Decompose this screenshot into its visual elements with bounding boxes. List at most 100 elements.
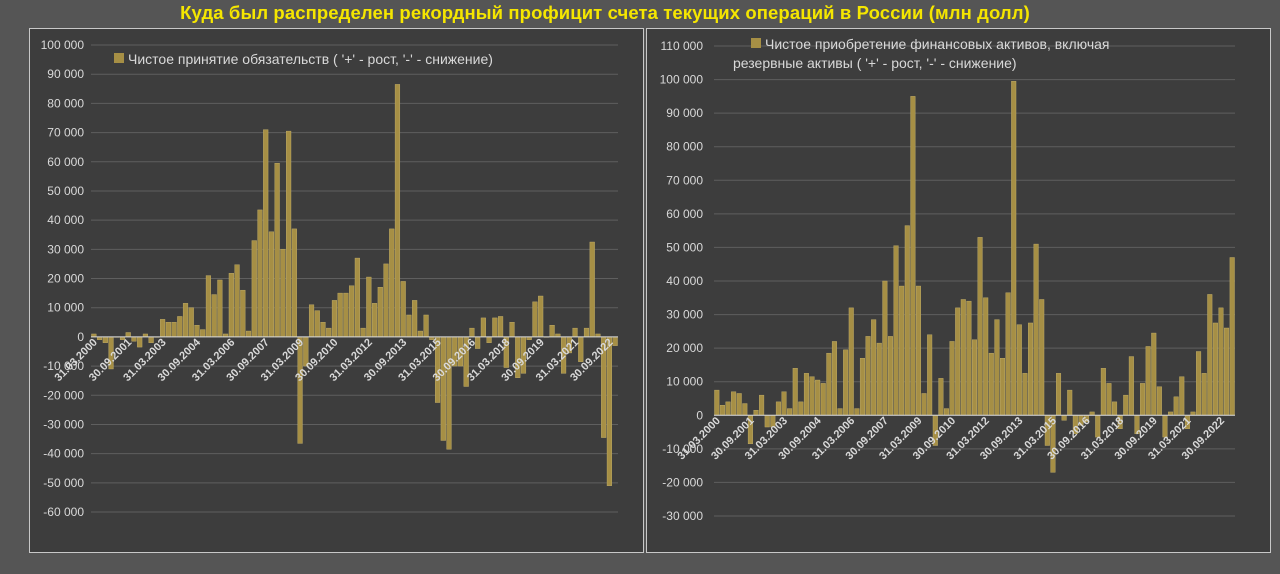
assets-ytick-label: 10 000	[666, 375, 703, 389]
assets-bar	[1028, 322, 1034, 416]
assets-bar	[955, 307, 961, 416]
assets-bar	[1224, 327, 1230, 416]
assets-ytick-label: -20 000	[662, 475, 703, 489]
assets-ytick-label: 90 000	[666, 106, 703, 120]
assets-ytick-label: 0	[696, 408, 703, 422]
liabilities-ytick-label: -30 000	[43, 417, 84, 431]
liabilities-ytick-label: 40 000	[47, 213, 84, 227]
assets-bar	[775, 401, 781, 416]
assets-bar	[1212, 322, 1218, 416]
assets-bar	[803, 373, 809, 416]
liabilities-bar	[337, 292, 343, 338]
liabilities-bar	[286, 130, 292, 338]
chart-panel-assets: -30 000 -20 000 -10 000 0 10 000 20 000 30 000…	[646, 28, 1271, 553]
liabilities-ytick-label: 0	[77, 330, 84, 344]
liabilities-bar	[205, 275, 211, 338]
liabilities-bar	[200, 329, 206, 338]
liabilities-bar	[274, 163, 280, 338]
liabilities-bar	[572, 327, 578, 338]
liabilities-bar	[440, 336, 446, 441]
assets-legend-swatch	[751, 38, 761, 48]
assets-bar	[731, 391, 737, 416]
liabilities-ytick-label: -40 000	[43, 447, 84, 461]
liabilities-bar	[446, 336, 452, 450]
assets-bar	[1190, 411, 1196, 416]
liabilities-bar	[165, 322, 171, 338]
assets-ytick-label: 110 000	[661, 39, 704, 53]
liabilities-bar	[280, 249, 286, 338]
liabilities-bar	[400, 281, 406, 338]
assets-bar	[843, 349, 849, 416]
assets-bar	[1123, 394, 1129, 416]
assets-bar	[736, 393, 742, 416]
assets-bar	[977, 237, 983, 416]
liabilities-ytick-label: 60 000	[47, 155, 84, 169]
assets-bar	[1016, 324, 1022, 416]
liabilities-bar	[349, 285, 355, 338]
assets-bar	[1173, 396, 1179, 416]
liabilities-ytick-label: 100 000	[41, 38, 85, 52]
assets-ytick-label: 80 000	[666, 140, 703, 154]
liabilities-bar	[217, 279, 223, 338]
liabilities-bar	[366, 276, 372, 338]
liabilities-bar	[137, 336, 143, 348]
liabilities-bar	[406, 314, 412, 338]
assets-bar	[949, 341, 955, 416]
assets-bar	[910, 96, 916, 416]
assets-bar	[1022, 373, 1028, 416]
assets-legend-label: резервные активы ( '+' - рост, '-' - сни…	[733, 55, 1017, 71]
liabilities-bar	[263, 129, 269, 338]
assets-ytick-label: 20 000	[666, 341, 703, 355]
liabilities-ytick-label: 10 000	[47, 301, 84, 315]
assets-bar	[966, 300, 972, 416]
assets-bar	[1207, 294, 1213, 416]
liabilities-bar	[354, 257, 360, 338]
liabilities-ytick-label: -10 000	[43, 359, 84, 373]
liabilities-ytick-label: 80 000	[47, 96, 84, 110]
assets-bar	[798, 401, 804, 416]
liabilities-bar	[314, 310, 320, 338]
liabilities-legend-label: Чистое принятие обязательств ( '+' - рос…	[128, 51, 493, 67]
liabilities-bar	[125, 332, 131, 338]
liabilities-bar	[389, 228, 395, 338]
liabilities-bar	[412, 300, 418, 338]
assets-bar	[943, 408, 949, 416]
liabilities-bar	[257, 209, 263, 338]
assets-bar	[1000, 358, 1006, 416]
assets-ytick-label: 70 000	[666, 173, 703, 187]
liabilities-ytick-label: 20 000	[47, 272, 84, 286]
assets-bar	[848, 307, 854, 416]
liabilities-bar	[297, 336, 303, 444]
liabilities-bar	[549, 325, 555, 338]
assets-bar	[787, 408, 793, 416]
assets-bar	[1218, 307, 1224, 416]
assets-bar	[1112, 401, 1118, 416]
assets-bar	[781, 391, 787, 416]
liabilities-bar	[486, 336, 492, 343]
assets-bar	[938, 378, 944, 416]
assets-bar	[1201, 373, 1207, 416]
liabilities-ytick-label: 30 000	[47, 242, 84, 256]
assets-ytick-label: 40 000	[666, 274, 703, 288]
assets-bar	[994, 319, 1000, 416]
assets-ytick-label: -30 000	[662, 509, 703, 523]
liabilities-bar	[320, 322, 326, 338]
liabilities-legend-swatch	[114, 53, 124, 63]
assets-bar	[1011, 81, 1017, 416]
assets-bar	[742, 403, 748, 416]
assets-bar	[960, 299, 966, 416]
assets-legend-label: Чистое приобретение финансовых активов, …	[765, 36, 1109, 52]
liabilities-bar	[583, 327, 590, 338]
liabilities-bar	[188, 307, 194, 338]
assets-bar	[988, 352, 994, 416]
assets-bar	[1056, 373, 1062, 416]
assets-bar	[893, 245, 899, 416]
assets-bar	[876, 342, 882, 416]
assets-bar	[1005, 292, 1011, 416]
liabilities-bar	[251, 240, 257, 338]
liabilities-bar	[102, 336, 108, 343]
liabilities-bar	[211, 294, 217, 338]
assets-ytick-label: 60 000	[666, 207, 703, 221]
assets-bar	[792, 368, 798, 416]
assets-bar	[714, 389, 720, 416]
